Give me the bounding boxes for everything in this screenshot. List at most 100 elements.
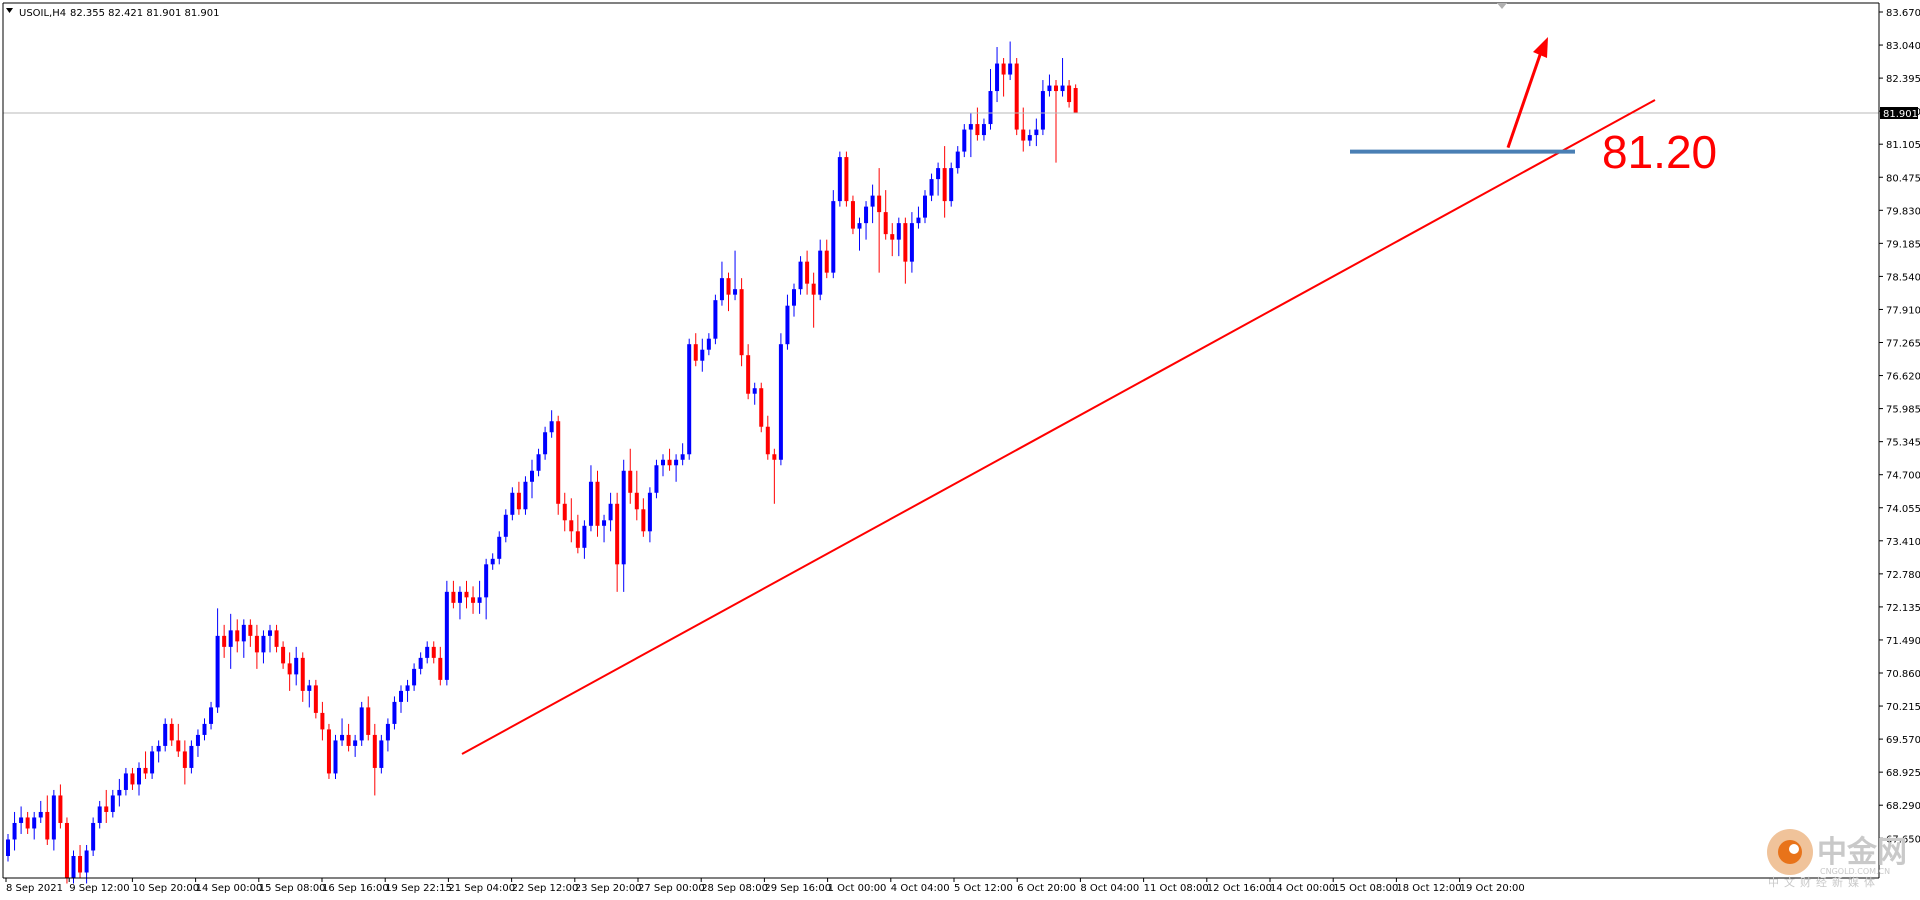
trendline[interactable] xyxy=(461,99,1656,755)
candle[interactable] xyxy=(543,426,548,460)
candle[interactable] xyxy=(752,382,757,405)
candle[interactable] xyxy=(850,195,855,235)
candle[interactable] xyxy=(484,558,489,620)
candle[interactable] xyxy=(674,454,679,482)
candle[interactable] xyxy=(392,696,397,730)
candle[interactable] xyxy=(929,173,934,202)
candle[interactable] xyxy=(366,696,371,741)
candle[interactable] xyxy=(477,580,482,614)
candle[interactable] xyxy=(608,492,613,532)
candle[interactable] xyxy=(359,701,364,746)
candle[interactable] xyxy=(45,795,50,845)
candle[interactable] xyxy=(981,118,986,141)
candle[interactable] xyxy=(693,333,698,367)
candle[interactable] xyxy=(903,217,908,284)
candle[interactable] xyxy=(739,278,744,367)
candle[interactable] xyxy=(425,641,430,664)
candle[interactable] xyxy=(785,294,790,350)
candle[interactable] xyxy=(117,778,122,807)
candle[interactable] xyxy=(811,272,816,328)
candle[interactable] xyxy=(719,261,724,306)
candle[interactable] xyxy=(97,800,102,829)
candle[interactable] xyxy=(857,217,862,251)
candle[interactable] xyxy=(228,613,233,669)
candle[interactable] xyxy=(51,789,56,851)
candle[interactable] xyxy=(195,729,200,757)
candle[interactable] xyxy=(84,844,89,884)
candle[interactable] xyxy=(91,817,96,856)
candle[interactable] xyxy=(241,619,246,658)
candle[interactable] xyxy=(137,762,141,796)
candle[interactable] xyxy=(667,448,672,471)
candle[interactable] xyxy=(510,487,515,521)
candle[interactable] xyxy=(340,718,345,746)
candle[interactable] xyxy=(1047,74,1052,97)
candle[interactable] xyxy=(831,190,836,279)
candle[interactable] xyxy=(156,740,161,763)
candle[interactable] xyxy=(346,723,351,752)
candle[interactable] xyxy=(706,333,711,356)
candle[interactable] xyxy=(772,448,777,504)
candle[interactable] xyxy=(837,151,842,207)
candle[interactable] xyxy=(19,806,24,834)
candle[interactable] xyxy=(575,514,580,554)
candle[interactable] xyxy=(1034,118,1039,147)
candle[interactable] xyxy=(818,239,823,301)
candle[interactable] xyxy=(254,624,259,669)
candle[interactable] xyxy=(759,382,764,433)
candle[interactable] xyxy=(1021,107,1026,152)
candle[interactable] xyxy=(235,619,240,653)
candle[interactable] xyxy=(182,740,187,785)
candle[interactable] xyxy=(1040,80,1045,136)
candle[interactable] xyxy=(1060,58,1065,97)
candle[interactable] xyxy=(248,619,253,647)
candle[interactable] xyxy=(464,580,469,609)
candle[interactable] xyxy=(64,817,69,884)
symbol-collapse-icon[interactable] xyxy=(6,8,13,13)
candle[interactable] xyxy=(778,333,783,466)
candle[interactable] xyxy=(150,745,155,779)
candle[interactable] xyxy=(176,723,181,757)
candle[interactable] xyxy=(32,811,37,840)
candle[interactable] xyxy=(123,767,128,796)
candle[interactable] xyxy=(274,624,279,653)
candle[interactable] xyxy=(6,833,10,862)
candle[interactable] xyxy=(890,223,895,257)
candle[interactable] xyxy=(647,487,652,543)
candle[interactable] xyxy=(877,168,882,273)
candle[interactable] xyxy=(680,443,685,466)
candle[interactable] xyxy=(942,146,947,218)
candle[interactable] xyxy=(163,718,168,752)
candle[interactable] xyxy=(923,190,927,224)
candle[interactable] xyxy=(353,734,358,757)
candle[interactable] xyxy=(569,498,574,543)
candle[interactable] xyxy=(431,641,436,664)
candle[interactable] xyxy=(261,630,266,664)
candle[interactable] xyxy=(110,789,115,818)
candle[interactable] xyxy=(883,190,888,240)
candle[interactable] xyxy=(602,514,607,543)
candle[interactable] xyxy=(287,652,292,691)
candle[interactable] xyxy=(104,789,109,823)
candle[interactable] xyxy=(562,492,567,532)
candle[interactable] xyxy=(281,641,286,669)
candle[interactable] xyxy=(333,734,338,779)
candle[interactable] xyxy=(726,272,731,312)
candle[interactable] xyxy=(202,718,207,741)
candle[interactable] xyxy=(379,734,384,774)
candle[interactable] xyxy=(615,492,620,592)
candle[interactable] xyxy=(523,476,528,515)
candle[interactable] xyxy=(438,646,443,686)
candle[interactable] xyxy=(215,608,220,713)
candle[interactable] xyxy=(1067,80,1072,108)
candle[interactable] xyxy=(412,663,417,691)
candle[interactable] xyxy=(1073,84,1078,114)
candle[interactable] xyxy=(582,520,587,559)
candle[interactable] xyxy=(503,509,508,543)
candle[interactable] xyxy=(307,679,312,708)
candle[interactable] xyxy=(733,250,738,301)
candle[interactable] xyxy=(12,811,17,851)
candle[interactable] xyxy=(936,162,941,196)
candle[interactable] xyxy=(1027,129,1032,147)
